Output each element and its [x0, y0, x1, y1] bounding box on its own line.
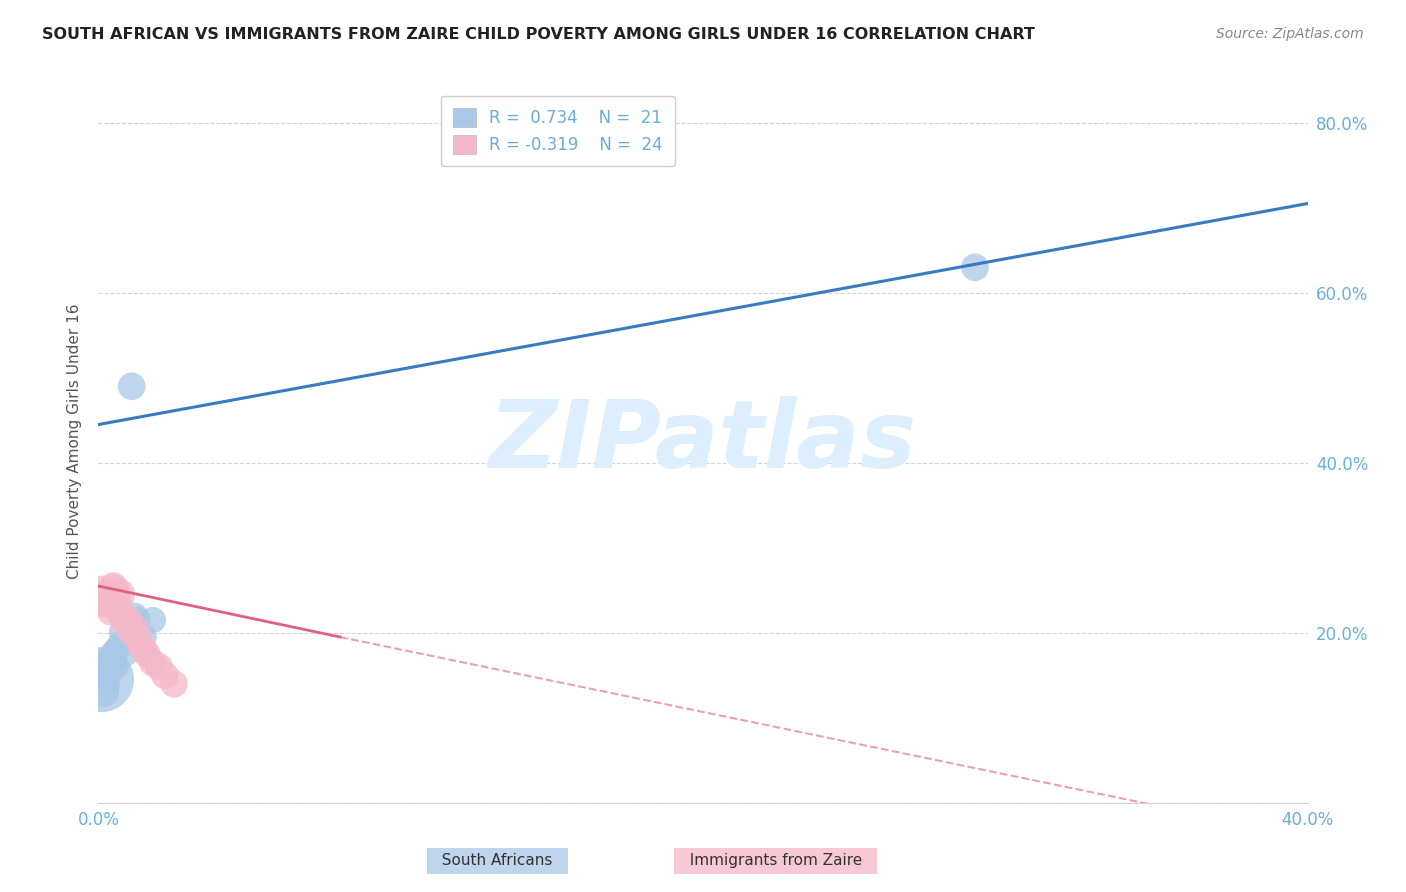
Point	[118, 617, 141, 632]
Point	[103, 656, 125, 670]
Text: ZIPatlas: ZIPatlas	[489, 395, 917, 488]
Point	[111, 608, 134, 623]
Point	[93, 591, 115, 606]
Point	[148, 660, 170, 674]
Point	[127, 630, 149, 644]
Point	[118, 613, 141, 627]
Point	[108, 605, 131, 619]
Point	[121, 625, 143, 640]
Point	[93, 685, 115, 699]
Point	[90, 673, 112, 687]
Point	[135, 647, 157, 661]
Legend: R =  0.734    N =  21, R = -0.319    N =  24: R = 0.734 N = 21, R = -0.319 N = 24	[441, 95, 675, 166]
Point	[100, 596, 122, 610]
Text: South Africans: South Africans	[433, 854, 562, 869]
Point	[114, 647, 136, 661]
Point	[96, 588, 118, 602]
Point	[96, 660, 118, 674]
Point	[103, 583, 125, 598]
Point	[100, 651, 122, 665]
Point	[121, 379, 143, 393]
Point	[90, 583, 112, 598]
Point	[142, 656, 165, 670]
Point	[111, 625, 134, 640]
Point	[105, 660, 128, 674]
Point	[965, 260, 987, 275]
Point	[93, 596, 115, 610]
Point	[124, 622, 146, 636]
Point	[105, 596, 128, 610]
Point	[132, 630, 155, 644]
Point	[163, 677, 186, 691]
Text: SOUTH AFRICAN VS IMMIGRANTS FROM ZAIRE CHILD POVERTY AMONG GIRLS UNDER 16 CORREL: SOUTH AFRICAN VS IMMIGRANTS FROM ZAIRE C…	[42, 27, 1035, 42]
Point	[124, 608, 146, 623]
Point	[93, 664, 115, 678]
Text: Immigrants from Zaire: Immigrants from Zaire	[679, 854, 872, 869]
Point	[129, 639, 152, 653]
Point	[114, 617, 136, 632]
Point	[132, 642, 155, 657]
Text: Source: ZipAtlas.com: Source: ZipAtlas.com	[1216, 27, 1364, 41]
Point	[96, 677, 118, 691]
Point	[103, 579, 125, 593]
Y-axis label: Child Poverty Among Girls Under 16: Child Poverty Among Girls Under 16	[66, 304, 82, 579]
Point	[108, 639, 131, 653]
Point	[142, 613, 165, 627]
Point	[103, 647, 125, 661]
Point	[100, 664, 122, 678]
Point	[100, 605, 122, 619]
Point	[108, 588, 131, 602]
Point	[153, 668, 176, 682]
Point	[105, 642, 128, 657]
Point	[127, 613, 149, 627]
